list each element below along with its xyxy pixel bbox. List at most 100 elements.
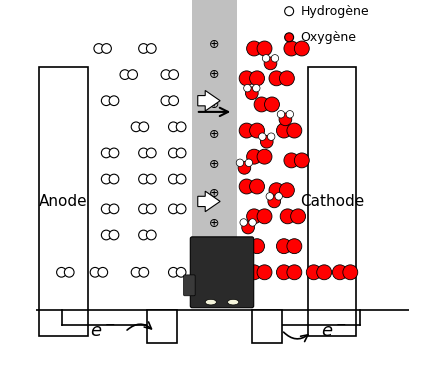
Circle shape: [176, 267, 186, 277]
Circle shape: [239, 71, 254, 86]
Circle shape: [64, 267, 74, 277]
Circle shape: [161, 70, 171, 79]
Circle shape: [284, 41, 299, 56]
Circle shape: [90, 267, 100, 277]
Text: Oxygène: Oxygène: [300, 31, 357, 44]
Circle shape: [109, 174, 119, 184]
Circle shape: [277, 110, 285, 118]
Text: ⊕: ⊕: [209, 128, 220, 141]
Circle shape: [253, 84, 260, 92]
Circle shape: [98, 267, 107, 277]
Circle shape: [291, 209, 305, 224]
Circle shape: [287, 123, 302, 138]
Circle shape: [269, 71, 284, 86]
Circle shape: [139, 204, 148, 214]
Circle shape: [109, 96, 119, 106]
Circle shape: [102, 44, 111, 53]
FancyBboxPatch shape: [192, 0, 237, 306]
Circle shape: [317, 265, 332, 280]
Circle shape: [131, 267, 141, 277]
Circle shape: [147, 148, 156, 158]
Circle shape: [254, 97, 269, 112]
Circle shape: [306, 265, 321, 280]
Circle shape: [294, 41, 309, 56]
Circle shape: [285, 33, 293, 42]
Circle shape: [250, 239, 265, 254]
Circle shape: [264, 57, 277, 70]
Circle shape: [265, 97, 279, 112]
Circle shape: [266, 192, 274, 200]
Circle shape: [250, 179, 265, 194]
Circle shape: [262, 54, 270, 62]
Circle shape: [101, 204, 111, 214]
Circle shape: [257, 209, 272, 224]
Text: ⊕: ⊕: [209, 217, 220, 230]
FancyBboxPatch shape: [147, 310, 177, 343]
Circle shape: [169, 70, 178, 79]
Circle shape: [261, 135, 273, 148]
Text: Anode: Anode: [39, 194, 88, 209]
Text: Cathode: Cathode: [300, 194, 364, 209]
Circle shape: [239, 123, 254, 138]
Circle shape: [284, 153, 299, 168]
Circle shape: [294, 153, 309, 168]
Circle shape: [236, 159, 244, 166]
FancyBboxPatch shape: [190, 237, 254, 308]
Circle shape: [139, 267, 149, 277]
Circle shape: [147, 174, 156, 184]
Circle shape: [139, 174, 148, 184]
FancyArrow shape: [198, 191, 220, 212]
Text: $e^-$: $e^-$: [321, 323, 347, 341]
Circle shape: [169, 122, 178, 132]
Circle shape: [269, 183, 284, 198]
Circle shape: [257, 149, 272, 164]
Circle shape: [249, 219, 256, 226]
Circle shape: [176, 148, 186, 158]
Circle shape: [169, 204, 178, 214]
FancyBboxPatch shape: [39, 67, 88, 336]
Circle shape: [239, 239, 254, 254]
Circle shape: [246, 209, 262, 224]
Circle shape: [128, 70, 138, 79]
Circle shape: [268, 195, 281, 208]
Circle shape: [246, 41, 262, 56]
Circle shape: [287, 265, 302, 280]
Text: Hydrogène: Hydrogène: [300, 5, 369, 18]
Circle shape: [94, 44, 103, 53]
Circle shape: [101, 230, 111, 240]
Circle shape: [271, 54, 279, 62]
Circle shape: [239, 179, 254, 194]
Circle shape: [169, 96, 178, 106]
Circle shape: [250, 71, 265, 86]
Text: ⊕: ⊕: [209, 158, 220, 170]
Circle shape: [161, 96, 171, 106]
Circle shape: [258, 133, 266, 140]
Circle shape: [244, 84, 251, 92]
Circle shape: [277, 239, 291, 254]
Circle shape: [109, 204, 119, 214]
Circle shape: [147, 204, 156, 214]
Circle shape: [139, 122, 149, 132]
Circle shape: [169, 148, 178, 158]
FancyArrow shape: [198, 91, 220, 111]
Circle shape: [257, 265, 272, 280]
Circle shape: [139, 230, 148, 240]
Circle shape: [246, 149, 262, 164]
Circle shape: [101, 148, 111, 158]
Circle shape: [275, 192, 282, 200]
Circle shape: [131, 122, 141, 132]
Circle shape: [101, 174, 111, 184]
Circle shape: [240, 219, 247, 226]
FancyBboxPatch shape: [308, 67, 356, 336]
Circle shape: [139, 148, 148, 158]
Circle shape: [246, 265, 262, 280]
FancyBboxPatch shape: [252, 310, 281, 343]
Circle shape: [120, 70, 130, 79]
Circle shape: [250, 123, 265, 138]
Circle shape: [176, 174, 186, 184]
Text: $e^-$: $e^-$: [90, 323, 115, 341]
Circle shape: [279, 183, 294, 198]
Circle shape: [238, 162, 251, 174]
Circle shape: [267, 133, 275, 140]
Circle shape: [169, 174, 178, 184]
